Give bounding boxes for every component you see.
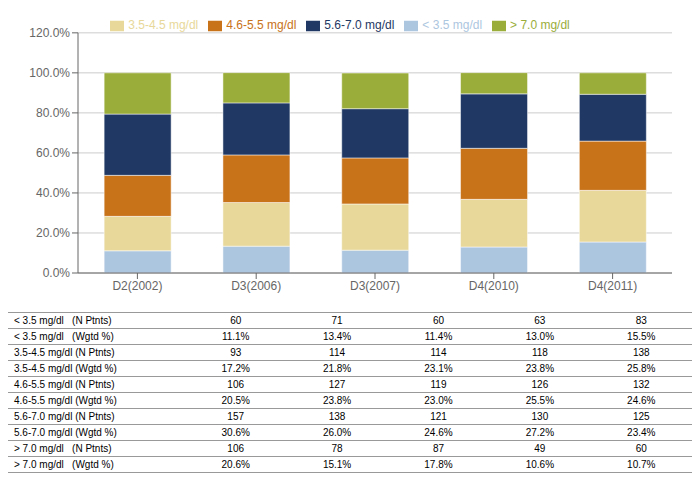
html-text:> 7.0 mg/dl (Wgtd %): > 7.0 mg/dl (Wgtd %) bbox=[14, 459, 114, 470]
html-text:25.5%: 25.5% bbox=[525, 395, 554, 406]
html-text:23.8%: 23.8% bbox=[322, 395, 352, 406]
html-text:15.5%: 15.5% bbox=[627, 331, 656, 342]
html-text:83: 83 bbox=[635, 315, 647, 326]
html-text:3.5-4.5 mg/dl (Wgtd %): 3.5-4.5 mg/dl (Wgtd %) bbox=[14, 363, 117, 374]
html-text:4.6-5.5 mg/dl (N Ptnts): 4.6-5.5 mg/dl (N Ptnts) bbox=[14, 379, 115, 390]
svg-text:D4(2011): D4(2011) bbox=[588, 279, 637, 293]
html-text:114: 114 bbox=[329, 347, 346, 358]
html-text:23.8%: 23.8% bbox=[525, 363, 554, 374]
html-text:118: 118 bbox=[531, 347, 548, 358]
html-text:13.0%: 13.0% bbox=[525, 331, 554, 342]
html-text:17.2%: 17.2% bbox=[221, 363, 250, 374]
html-text:71: 71 bbox=[331, 315, 343, 326]
html-text:63: 63 bbox=[534, 315, 546, 326]
html-text:132: 132 bbox=[632, 379, 650, 390]
html-text:138: 138 bbox=[632, 347, 650, 358]
html-text:17.8%: 17.8% bbox=[424, 459, 453, 470]
html-text:20.6%: 20.6% bbox=[221, 459, 250, 470]
html-text:25.8%: 25.8% bbox=[627, 363, 656, 374]
html-text:4.6-5.5 mg/dl (Wgtd %): 4.6-5.5 mg/dl (Wgtd %) bbox=[14, 395, 117, 406]
html-text:30.6%: 30.6% bbox=[221, 427, 250, 438]
html-text:106: 106 bbox=[227, 379, 244, 390]
html-text:20.5%: 20.5% bbox=[221, 395, 250, 406]
html-text:106: 106 bbox=[227, 443, 244, 454]
html-text:60: 60 bbox=[230, 315, 242, 326]
html-text:5.6-7.0 mg/dl (Wgtd %): 5.6-7.0 mg/dl (Wgtd %) bbox=[14, 427, 117, 438]
html-text:24.6%: 24.6% bbox=[424, 427, 453, 438]
html-text:3.5-4.5 mg/dl (N Ptnts): 3.5-4.5 mg/dl (N Ptnts) bbox=[14, 347, 115, 358]
html-text:3.5-4.5 mg/dl: 3.5-4.5 mg/dl bbox=[128, 18, 199, 32]
html-text:15.1%: 15.1% bbox=[322, 459, 352, 470]
html-text:125: 125 bbox=[632, 411, 650, 422]
html-text:10.7%: 10.7% bbox=[627, 459, 656, 470]
html-text:23.1%: 23.1% bbox=[424, 363, 453, 374]
html-text:13.4%: 13.4% bbox=[322, 331, 352, 342]
html-text:10.6%: 10.6% bbox=[525, 459, 554, 470]
svg-text:40.0%: 40.0% bbox=[36, 186, 70, 200]
html-text:126: 126 bbox=[531, 379, 549, 390]
html-text:11.4%: 11.4% bbox=[424, 331, 453, 342]
svg-text:60.0%: 60.0% bbox=[36, 146, 70, 160]
html-text:114: 114 bbox=[430, 347, 447, 358]
html-text:121: 121 bbox=[430, 411, 447, 422]
svg-text:D3(2007): D3(2007) bbox=[350, 279, 400, 293]
html-text:24.6%: 24.6% bbox=[627, 395, 656, 406]
html-text:138: 138 bbox=[328, 411, 346, 422]
html-text:127: 127 bbox=[328, 379, 346, 390]
html-text:119: 119 bbox=[430, 379, 447, 390]
html-text:< 3.5 mg/dl (Wgtd %): < 3.5 mg/dl (Wgtd %) bbox=[14, 331, 114, 342]
html-text:157: 157 bbox=[227, 411, 244, 422]
html-text:> 7.0 mg/dl: > 7.0 mg/dl bbox=[510, 18, 570, 32]
html-text:11.1%: 11.1% bbox=[221, 331, 250, 342]
html-text:60: 60 bbox=[432, 315, 444, 326]
html-text:4.6-5.5 mg/dl: 4.6-5.5 mg/dl bbox=[226, 18, 297, 32]
svg-text:D2(2002): D2(2002) bbox=[112, 279, 162, 293]
html-text:< 3.5 mg/dl (N Ptnts): < 3.5 mg/dl (N Ptnts) bbox=[14, 315, 112, 326]
html-text:23.4%: 23.4% bbox=[627, 427, 656, 438]
html-text:93: 93 bbox=[230, 347, 242, 358]
html-text:60: 60 bbox=[635, 443, 647, 454]
html-text:< 3.5 mg/dl: < 3.5 mg/dl bbox=[422, 18, 483, 32]
html-text:> 7.0 mg/dl (N Ptnts): > 7.0 mg/dl (N Ptnts) bbox=[14, 443, 112, 454]
svg-text:D3(2006): D3(2006) bbox=[231, 279, 281, 293]
html-text:130: 130 bbox=[531, 411, 549, 422]
html-text:87: 87 bbox=[432, 443, 444, 454]
html-text:78: 78 bbox=[331, 443, 343, 454]
svg-text:80.0%: 80.0% bbox=[36, 106, 70, 120]
html-text:27.2%: 27.2% bbox=[525, 427, 554, 438]
svg-text:0.0%: 0.0% bbox=[43, 266, 71, 280]
html-text:5.6-7.0 mg/dl: 5.6-7.0 mg/dl bbox=[324, 18, 395, 32]
html-text:26.0%: 26.0% bbox=[322, 427, 352, 438]
html-text:23.0%: 23.0% bbox=[424, 395, 453, 406]
svg-text:20.0%: 20.0% bbox=[36, 226, 70, 240]
html-text:5.6-7.0 mg/dl (N Ptnts): 5.6-7.0 mg/dl (N Ptnts) bbox=[14, 411, 115, 422]
svg-text:100.0%: 100.0% bbox=[29, 66, 70, 80]
svg-text:D4(2010): D4(2010) bbox=[469, 279, 519, 293]
html-text:21.8%: 21.8% bbox=[322, 363, 352, 374]
html-text:49: 49 bbox=[534, 443, 546, 454]
svg-text:120.0%: 120.0% bbox=[29, 26, 70, 40]
